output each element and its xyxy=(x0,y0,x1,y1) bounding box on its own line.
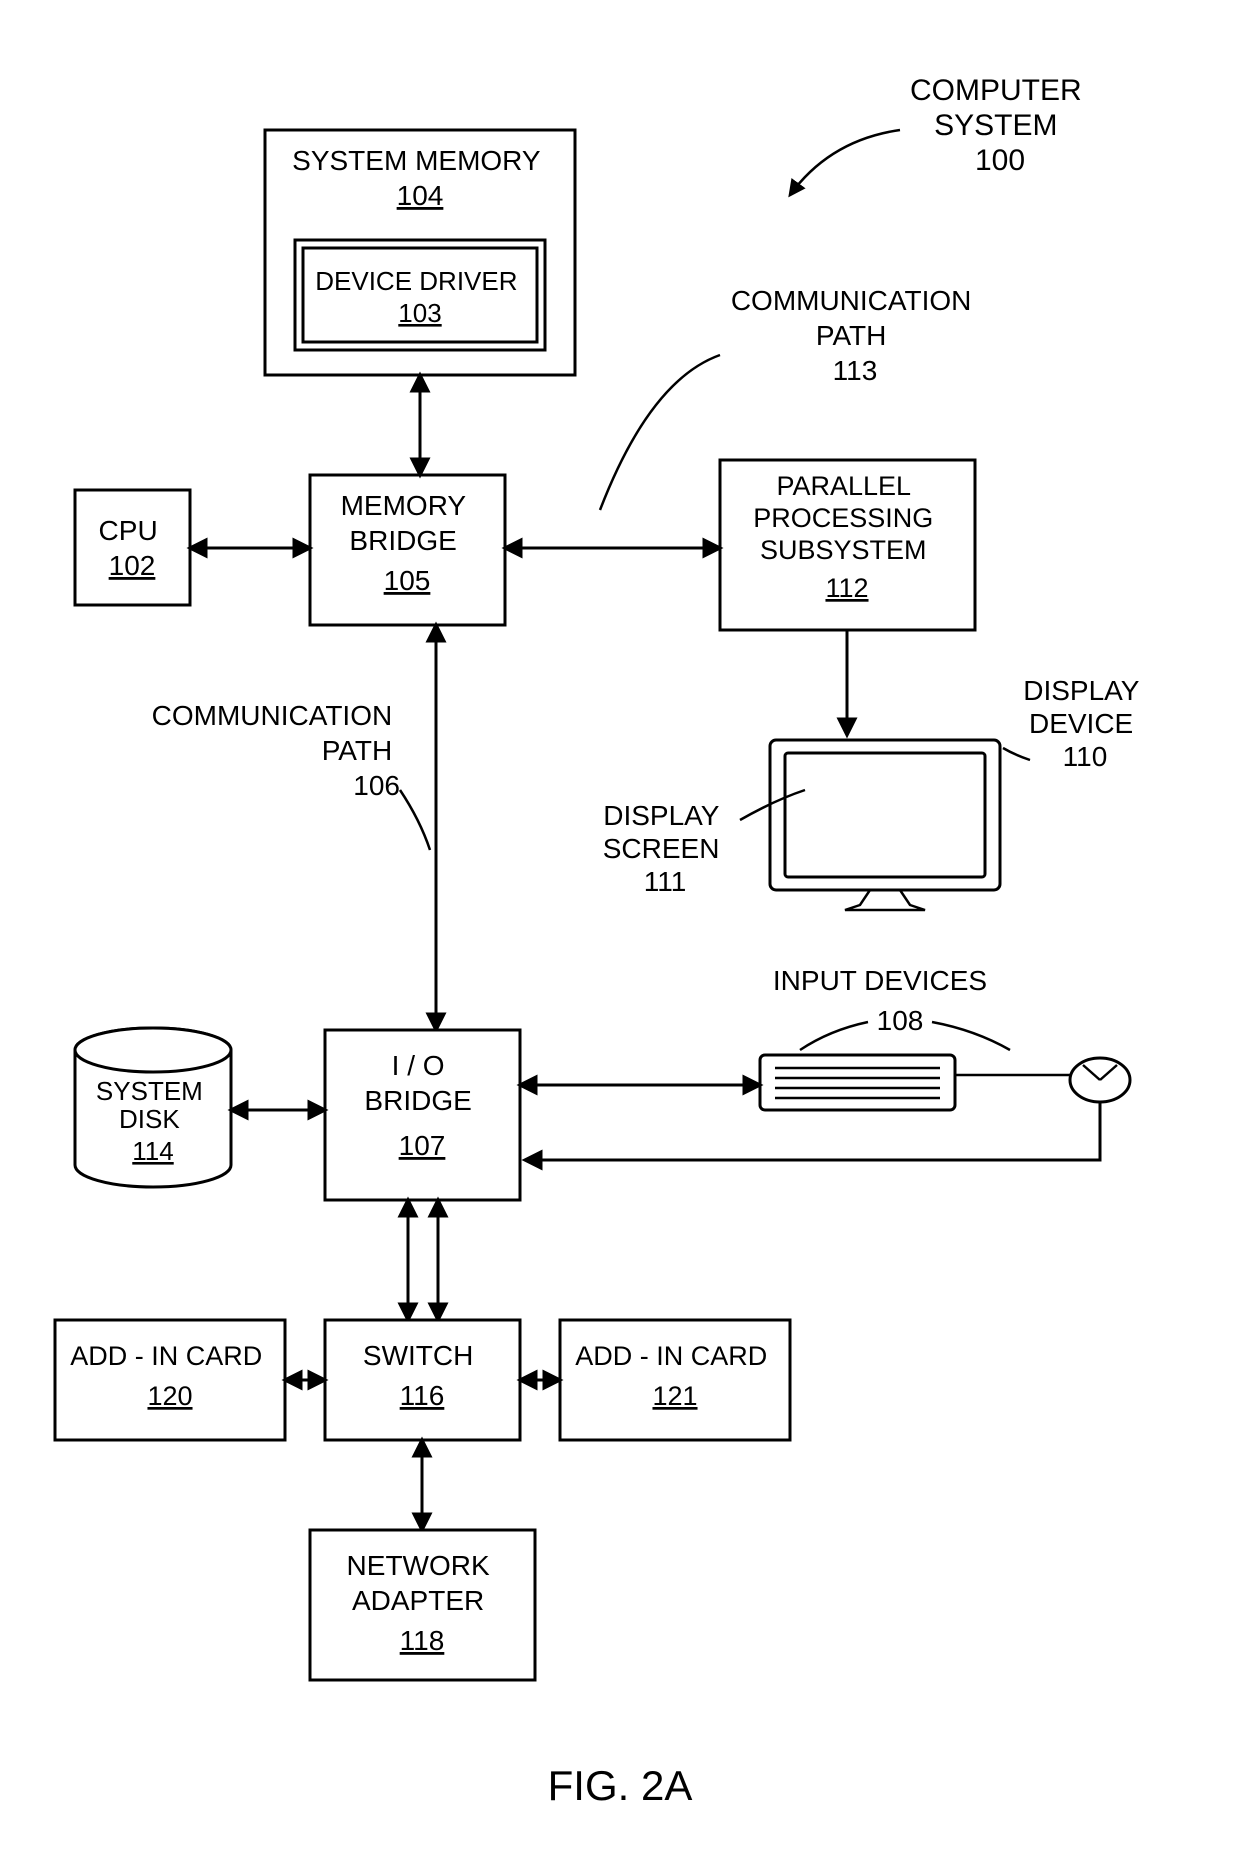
net-adapter-ref: 118 xyxy=(400,1625,445,1656)
pps-label1: PARALLEL xyxy=(776,471,911,501)
input-devices-ref: 108 xyxy=(877,1005,924,1036)
network-adapter-node: NETWORK ADAPTER 118 xyxy=(310,1530,535,1680)
addin-120-ref: 120 xyxy=(147,1381,192,1411)
system-disk-label2: DISK xyxy=(119,1104,180,1134)
memory-bridge-label1: MEMORY xyxy=(341,490,467,521)
system-disk-ref: 114 xyxy=(132,1136,173,1166)
addin-120-label: ADD - IN CARD xyxy=(70,1341,262,1371)
figure-caption: FIG. 2A xyxy=(548,1762,693,1809)
svg-text:COMMUNICATION PATH: COMMUNICATION PATH 113 xyxy=(731,285,979,386)
system-memory-label: SYSTEM MEMORY xyxy=(292,145,541,176)
input-devices-label: INPUT DEVICES xyxy=(773,965,987,996)
switch-node: SWITCH 116 xyxy=(325,1320,520,1440)
io-bridge-ref: 107 xyxy=(399,1130,446,1161)
keyboard-icon xyxy=(760,1055,955,1110)
diagram-canvas: COMPUTER SYSTEM 100 SYSTEM MEMORY 104 DE… xyxy=(0,0,1240,1855)
addin-card-120-node: ADD - IN CARD 120 xyxy=(55,1320,285,1440)
pps-label3: SUBSYSTEM xyxy=(760,535,927,565)
io-bridge-label1: I / O xyxy=(392,1050,445,1081)
system-disk-label1: SYSTEM xyxy=(96,1076,203,1106)
io-bridge-node: I / O BRIDGE 107 xyxy=(325,1030,520,1200)
cpu-label: CPU xyxy=(99,515,158,546)
addin-121-ref: 121 xyxy=(652,1381,697,1411)
comm-path-106-label: COMMUNICATION PATH 106 xyxy=(152,700,430,850)
svg-text:COMMUNICATION PATH: COMMUNICATION PATH 106 xyxy=(152,700,400,801)
display-device: DISPLAY DEVICE 110 DISPLAY SCREEN 111 xyxy=(603,630,1147,910)
cpu-ref: 102 xyxy=(109,550,156,581)
svg-text:COMPUTER SYSTEM 10: COMPUTER SYSTEM 100 xyxy=(910,74,1090,177)
memory-bridge-node: MEMORY BRIDGE 105 xyxy=(310,475,505,625)
net-adapter-label1: NETWORK xyxy=(347,1550,490,1581)
memory-bridge-ref: 105 xyxy=(384,565,431,596)
system-memory-node: SYSTEM MEMORY 104 DEVICE DRIVER 103 xyxy=(265,130,575,375)
input-devices: INPUT DEVICES 108 xyxy=(520,965,1130,1160)
device-driver-ref: 103 xyxy=(398,298,441,328)
system-title-ref: 100 xyxy=(975,144,1025,177)
pps-node: PARALLEL PROCESSING SUBSYSTEM 112 xyxy=(720,460,975,630)
system-disk-node: SYSTEM DISK 114 xyxy=(75,1028,231,1187)
addin-card-121-node: ADD - IN CARD 121 xyxy=(560,1320,790,1440)
switch-ref: 116 xyxy=(400,1380,445,1411)
svg-text:DISPLAY SCREEN 111: DISPLAY SCREEN 111 xyxy=(603,800,727,897)
memory-bridge-label2: BRIDGE xyxy=(349,525,456,556)
system-memory-ref: 104 xyxy=(397,180,444,211)
device-driver-label: DEVICE DRIVER xyxy=(315,266,517,296)
net-adapter-label2: ADAPTER xyxy=(352,1585,484,1616)
addin-121-label: ADD - IN CARD xyxy=(575,1341,767,1371)
pps-ref: 112 xyxy=(825,573,868,603)
io-bridge-label2: BRIDGE xyxy=(364,1085,471,1116)
pps-label2: PROCESSING xyxy=(753,503,933,533)
svg-text:DISPLAY DEVICE 110: DISPLAY DEVICE 110 xyxy=(1023,675,1146,772)
system-title-line2: SYSTEM xyxy=(934,109,1057,142)
cpu-node: CPU 102 xyxy=(75,490,190,605)
system-title-line1: COMPUTER xyxy=(910,74,1082,107)
switch-label: SWITCH xyxy=(363,1340,473,1371)
system-title: COMPUTER SYSTEM 100 xyxy=(790,74,1090,195)
